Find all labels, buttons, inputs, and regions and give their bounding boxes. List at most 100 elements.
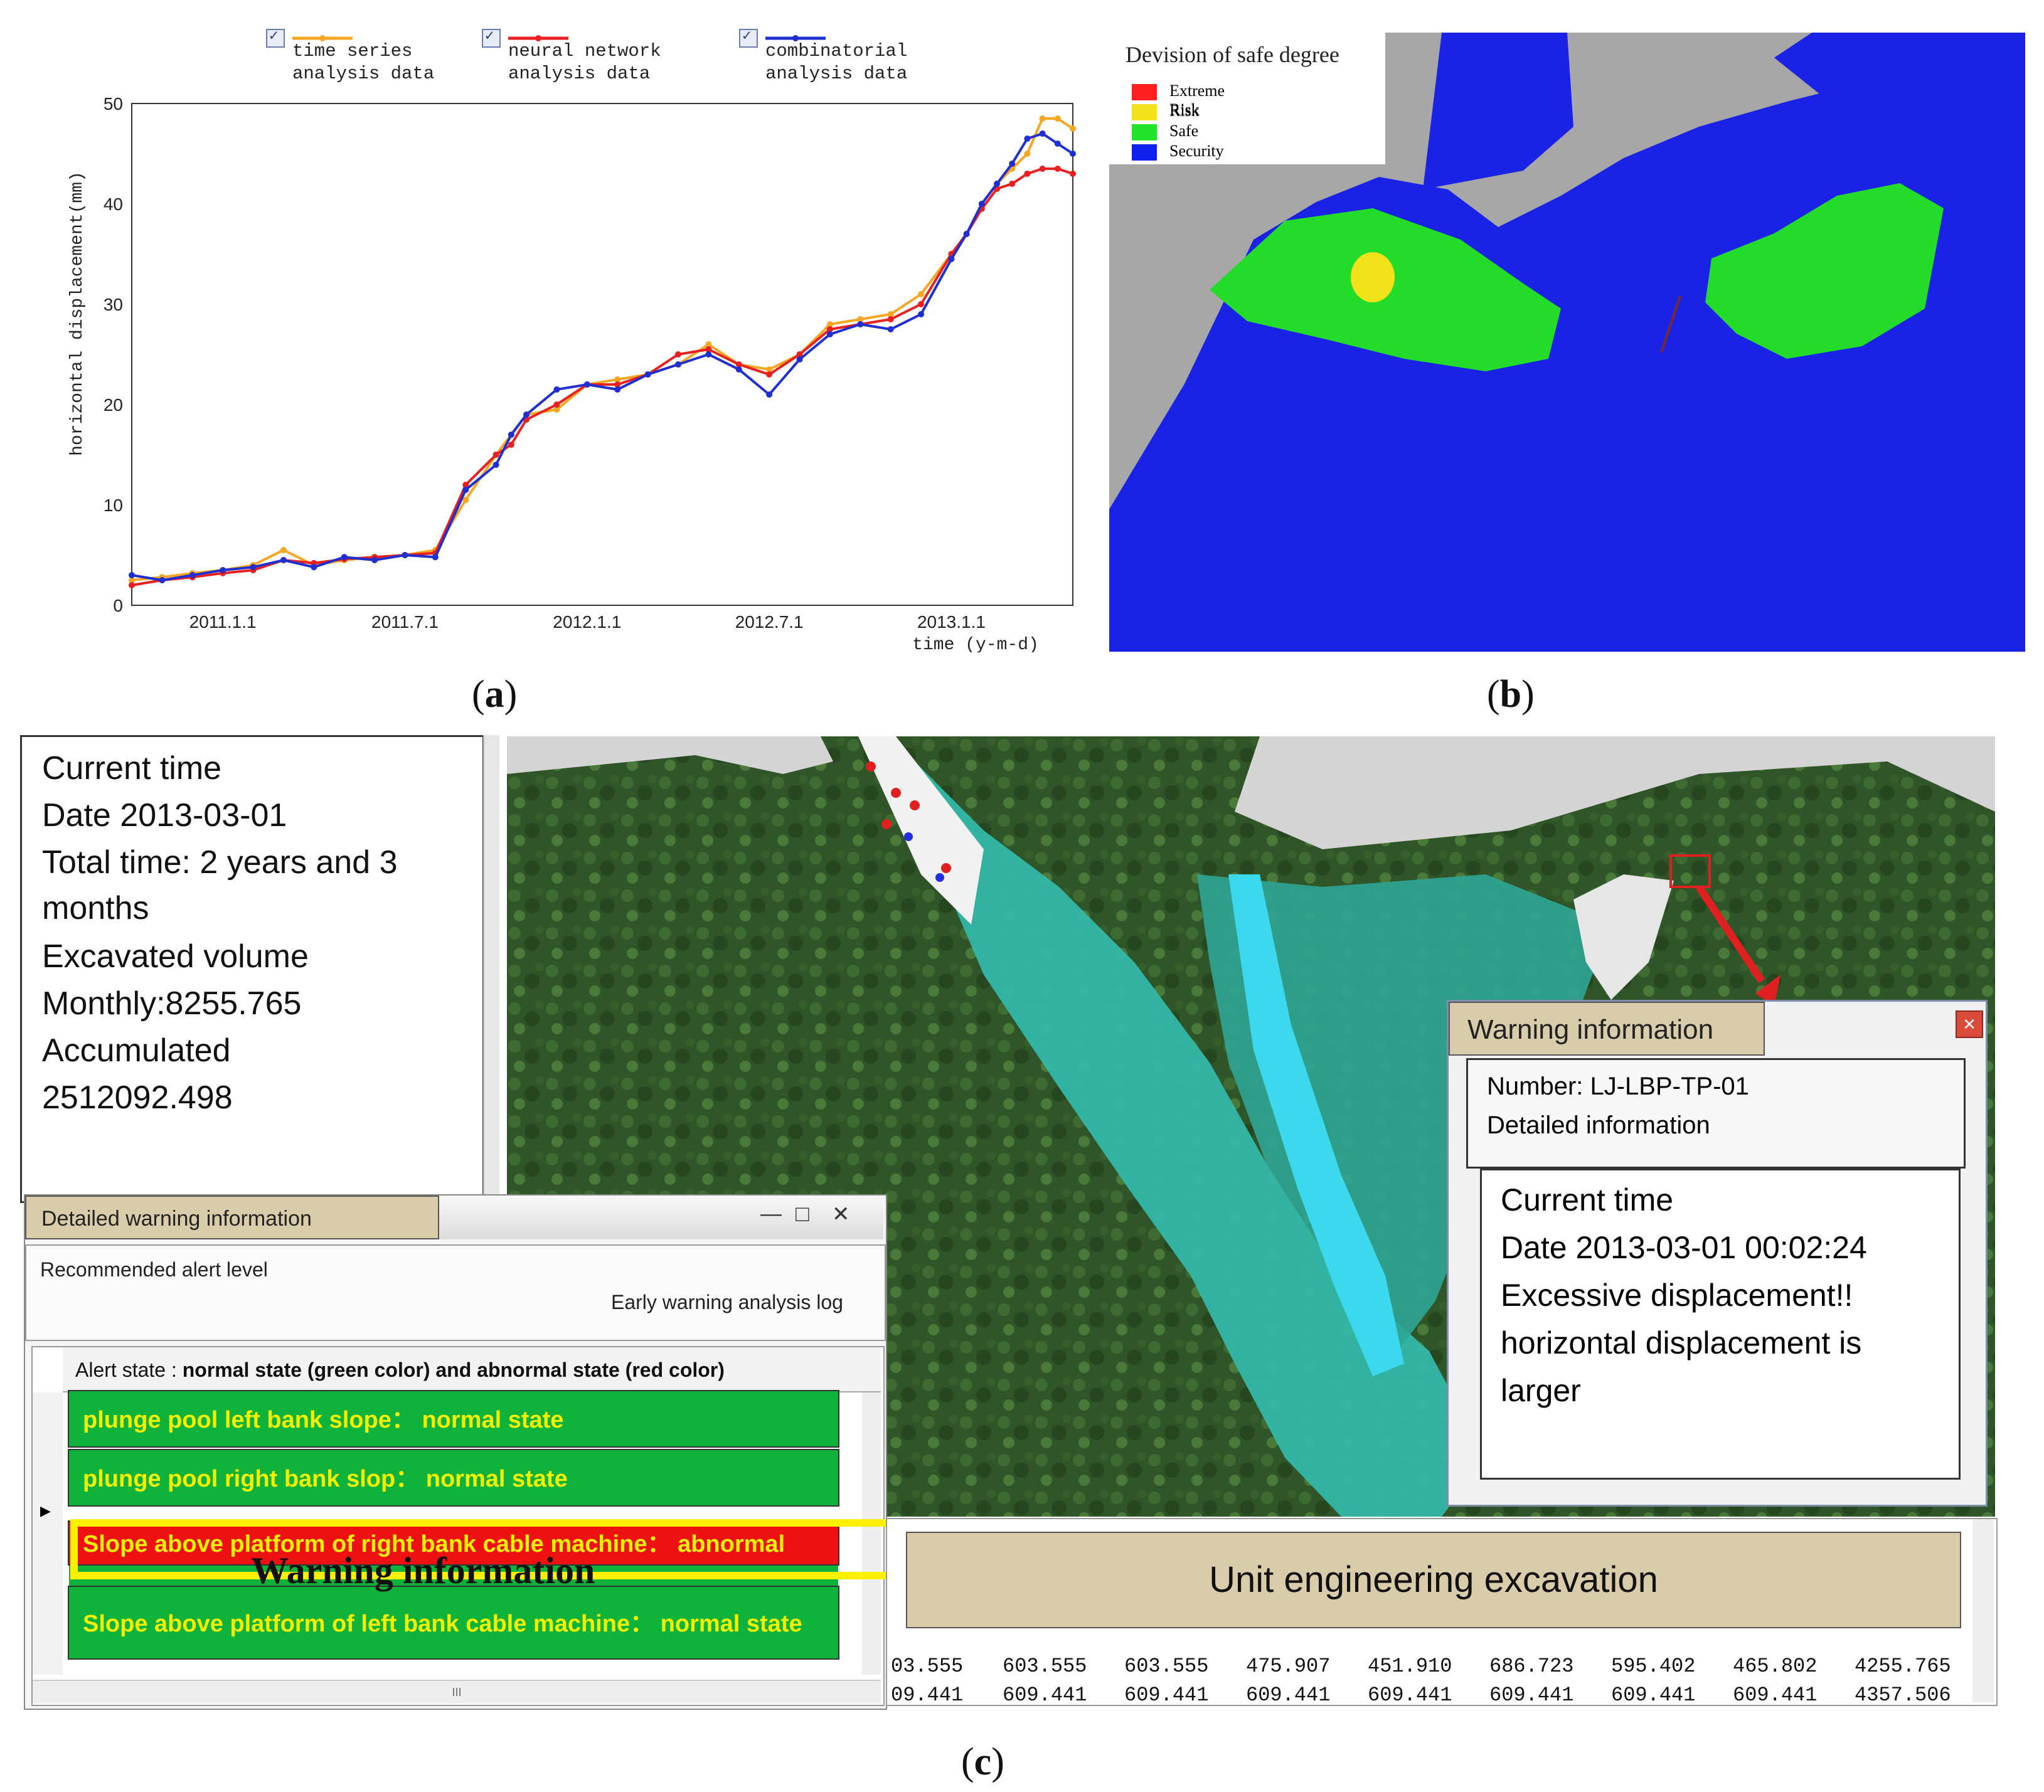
data-point [918, 291, 925, 297]
x-tick-label: 2011.7.1 [371, 612, 439, 632]
data-point [826, 331, 833, 337]
alert-row-left-cable-machine[interactable]: Slope above platform of left bank cable … [68, 1586, 839, 1660]
data-point [705, 351, 712, 358]
data-point [735, 366, 742, 373]
table-cell: 4255.765 [1855, 1655, 1951, 1678]
table-cell: 595.402 [1611, 1655, 1696, 1678]
grid-vertical-scrollbar[interactable] [862, 1392, 881, 1675]
data-point [220, 567, 226, 573]
data-point [583, 381, 590, 388]
x-tick-label: 2011.1.1 [189, 612, 257, 632]
table-cell: 609.441 [1368, 1683, 1452, 1707]
table-cell: 609.441 [1733, 1683, 1818, 1707]
displacement-chart: 0 10 20 30 40 50 2011.1.1 2011.7.1 2012.1.1 2012.… [68, 94, 1076, 652]
data-point [887, 316, 894, 322]
maximize-button[interactable]: □ [796, 1201, 809, 1226]
recommended-alert-level: Recommended alert level [40, 1258, 268, 1281]
data-point [523, 411, 530, 418]
data-point [462, 497, 469, 503]
alert-row-left-bank-slope[interactable]: plunge pool left bank slope： normal stat… [68, 1390, 839, 1448]
data-point [492, 462, 499, 468]
info-date: Date 2013-03-01 [42, 797, 287, 834]
data-point [614, 376, 621, 383]
early-warning-log-link[interactable]: Early warning analysis log [611, 1291, 843, 1313]
legend-checkbox[interactable] [482, 26, 501, 48]
y-tick-label: 10 [104, 496, 123, 515]
data-point [1009, 181, 1016, 187]
data-point [432, 554, 439, 561]
data-point [644, 371, 651, 378]
warning-number-box: Number: LJ-LBP-TP-01 Detailed informatio… [1466, 1058, 1966, 1169]
warning-close-button[interactable]: ✕ [1956, 1010, 1983, 1038]
data-point [1039, 115, 1046, 122]
current-row-pointer-icon: ▶ [40, 1503, 51, 1519]
data-point [1070, 125, 1076, 132]
grid-horizontal-scrollbar[interactable]: III [33, 1680, 881, 1704]
info-total-time: Total time: 2 years and 3 [42, 844, 398, 881]
data-point [705, 341, 712, 347]
caption-a: (a) [472, 673, 518, 716]
minimize-button[interactable]: — [760, 1202, 782, 1226]
legend-line-swatch [765, 35, 826, 41]
data-point [508, 442, 514, 448]
data-point [766, 366, 773, 373]
info-accumulated: Accumulated [42, 1032, 231, 1069]
data-point [1024, 135, 1031, 142]
data-point [1070, 171, 1076, 177]
excavation-table-area: Unit engineering excavation 03.555 603.55… [886, 1518, 1998, 1707]
warning-larger: larger [1501, 1373, 1581, 1408]
alert-row-right-bank-slope[interactable]: plunge pool right bank slop： normal stat… [68, 1449, 839, 1507]
warning-number: Number: LJ-LBP-TP-01 [1487, 1073, 1749, 1100]
data-point [341, 554, 348, 561]
chart-axes: 0 10 20 30 40 50 2011.1.1 2011.7.1 2012.1.1 2012.… [104, 94, 1073, 632]
table-cell: 609.441 [1489, 1683, 1574, 1707]
data-point [978, 201, 985, 207]
legend-label-line1: combinatorial [765, 41, 908, 61]
data-point [796, 356, 803, 363]
data-point [280, 547, 287, 553]
table-cell: 03.555 [891, 1655, 964, 1678]
alert-level-area: Recommended alert level Early warning an… [25, 1244, 886, 1341]
alert-row-right-cable-machine[interactable]: Slope above platform of right bank cable… [68, 1520, 839, 1603]
color-swatch [1132, 124, 1157, 140]
table-scrollbar[interactable] [1972, 1519, 1994, 1702]
data-point [963, 231, 970, 237]
legend-label-line1: neural network [508, 41, 661, 61]
data-point [735, 361, 742, 368]
info-panel-scrollbar[interactable] [483, 735, 499, 1199]
data-point [129, 582, 135, 588]
data-point [553, 406, 560, 413]
table-cell: 4357.506 [1855, 1683, 1951, 1707]
data-point [857, 316, 864, 322]
y-tick-label: 0 [113, 596, 123, 615]
alert-state-header: Alert state : normal state (green color)… [63, 1347, 881, 1392]
data-point [492, 452, 499, 458]
data-point [705, 346, 712, 353]
data-point [826, 326, 833, 332]
data-point [887, 311, 894, 317]
legend-checkbox[interactable] [739, 26, 758, 48]
unit-engineering-excavation-header: Unit engineering excavation [906, 1532, 1961, 1628]
table-cell: 475.907 [1246, 1655, 1331, 1678]
info-current-time: Current time [42, 750, 222, 787]
y-tick-label: 50 [104, 94, 123, 114]
warning-excessive: Excessive displacement!! [1501, 1278, 1853, 1313]
data-point [1009, 161, 1016, 167]
window-titlebar-chrome: — □ ✕ [439, 1196, 883, 1239]
data-point [129, 577, 135, 583]
table-cell: 609.441 [1124, 1683, 1209, 1707]
data-point [371, 557, 378, 563]
legend-checkbox[interactable] [266, 26, 285, 48]
project-info-panel: Current time Date 2013-03-01 Total time:… [20, 735, 484, 1203]
y-tick-label: 40 [104, 194, 123, 214]
data-point [1070, 151, 1076, 157]
data-point [918, 311, 925, 317]
data-point [553, 386, 560, 393]
close-button[interactable]: ✕ [832, 1202, 850, 1226]
data-point [1024, 151, 1031, 157]
x-axis-label: time (y-m-d) [912, 635, 1039, 652]
warning-current-time: Current time [1501, 1182, 1674, 1217]
legend-label-line2: analysis data [508, 63, 651, 84]
data-point [766, 391, 773, 398]
legend-label-line2: analysis data [292, 63, 435, 84]
